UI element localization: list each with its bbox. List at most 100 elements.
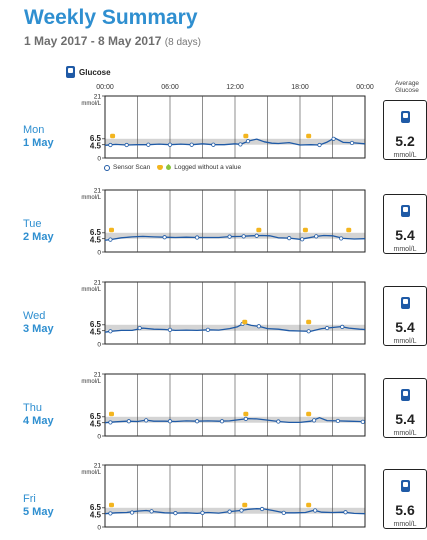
x-tick-label: 18:00 (291, 84, 309, 91)
y-tick-label: 4.5 (90, 142, 102, 151)
logged-marker (306, 133, 312, 139)
logged-marker (242, 319, 248, 325)
logged-marker (243, 411, 249, 417)
days-count: (8 days) (164, 37, 201, 48)
y-tick-label: 6.5 (90, 412, 102, 421)
y-tick-label: 0 (97, 156, 101, 163)
logged-marker (302, 227, 308, 233)
sensor-scan-point (149, 509, 154, 514)
logged-hand-icon (157, 165, 164, 170)
y-tick-label: 6.5 (90, 503, 102, 512)
day-date: 1 May (23, 137, 54, 149)
day-label: Fri 5 May (23, 493, 54, 519)
sensor-scan-point (227, 234, 232, 239)
sensor-scan-point (349, 140, 355, 146)
day-panel-thu: 21 6.54.5 0 mmol/L (81, 372, 366, 441)
average-glucose-value: 5.4 (395, 411, 415, 427)
y-tick-label: 21 (94, 188, 102, 195)
y-tick-label: 4.5 (90, 328, 102, 337)
logged-marker (109, 227, 114, 233)
day-label: Wed 3 May (23, 310, 54, 336)
y-tick-label: 21 (94, 463, 102, 470)
glucose-device-icon (400, 480, 410, 492)
y-unit-label: mmol/L (81, 195, 101, 201)
sensor-scan-point (108, 329, 113, 334)
y-tick-label: 0 (97, 525, 101, 532)
page-title: Weekly Summary (24, 6, 198, 29)
date-range-text: 1 May 2017 - 8 May 2017 (24, 34, 162, 48)
logged-marker (346, 227, 352, 233)
sensor-scan-point (108, 142, 113, 148)
y-tick-label: 0 (97, 250, 101, 257)
day-date: 4 May (23, 415, 54, 427)
sensor-scan-point (167, 327, 173, 332)
glucose-device-icon (400, 297, 410, 309)
glucose-line (104, 234, 366, 241)
logged-marker (306, 411, 312, 417)
sensor-scan-point (256, 324, 261, 329)
sensor-scan-point (211, 142, 216, 147)
y-tick-label: 6.5 (90, 134, 102, 143)
average-glucose-box: 5.4 mmol/L (383, 286, 427, 346)
average-glucose-value: 5.6 (395, 502, 415, 518)
logged-without-value-label: Logged without a value (174, 164, 242, 171)
sensor-scan-point (239, 508, 244, 513)
y-tick-label: 0 (97, 342, 101, 349)
sensor-scan-point (241, 234, 246, 239)
average-glucose-value: 5.4 (395, 319, 415, 335)
y-unit-label: mmol/L (81, 287, 101, 293)
glucose-device-icon (66, 66, 75, 78)
y-tick-label: 6.5 (90, 320, 102, 329)
glucose-device-icon (400, 205, 410, 217)
sensor-scan-point (205, 327, 211, 332)
day-panel-fri: 21 6.54.5 0 mmol/L (81, 463, 366, 532)
day-panel-mon: 21 6.54.5 0 mmol/L (81, 94, 366, 163)
glucose-line (104, 417, 366, 424)
sensor-scan-point (254, 233, 259, 238)
y-tick-label: 21 (94, 94, 102, 101)
day-date: 5 May (23, 506, 54, 518)
y-tick-label: 21 (94, 280, 102, 287)
x-tick-label: 12:00 (226, 84, 244, 91)
average-glucose-unit: mmol/L (393, 521, 417, 528)
logged-drop-icon (165, 163, 173, 172)
sensor-scan-point (360, 419, 365, 424)
sensor-scan-point (306, 329, 311, 334)
y-unit-label: mmol/L (81, 101, 101, 107)
sensor-scan-label: Sensor Scan (113, 164, 151, 171)
sensor-scan-point (194, 235, 200, 240)
average-glucose-value: 5.4 (395, 227, 415, 243)
average-glucose-unit: mmol/L (393, 430, 417, 437)
sensor-scan-point (173, 511, 178, 516)
y-tick-label: 4.5 (90, 236, 102, 245)
average-glucose-value: 5.2 (395, 133, 415, 149)
sensor-scan-point (126, 419, 131, 424)
average-glucose-box: 5.4 mmol/L (383, 194, 427, 254)
x-tick-label: 00:00 (96, 84, 114, 91)
sensor-scan-point (300, 237, 305, 242)
day-label: Tue 2 May (23, 218, 54, 244)
y-tick-label: 6.5 (90, 228, 102, 237)
logged-marker (110, 133, 116, 139)
sensor-scan-point (287, 236, 292, 241)
logged-marker (243, 133, 249, 139)
sensor-scan-point (108, 511, 113, 516)
day-weekday: Thu (23, 402, 42, 414)
logged-marker (242, 502, 248, 508)
glucose-line (104, 137, 366, 146)
sensor-scan-point (129, 510, 135, 515)
sensor-scan-point (189, 142, 194, 147)
glucose-legend: Glucose (66, 66, 111, 78)
average-glucose-header: Average Glucose (394, 80, 420, 94)
sensor-scan-point (108, 237, 113, 242)
sensor-scan-point (108, 420, 113, 425)
day-label: Thu 4 May (23, 402, 54, 428)
sensor-scan-point (167, 419, 173, 424)
glucose-legend-label: Glucose (79, 67, 111, 77)
logged-marker (256, 227, 262, 233)
sensor-scan-point (317, 142, 322, 148)
day-panel-wed: 21 6.54.5 0 mmol/L (81, 280, 366, 349)
average-glucose-unit: mmol/L (393, 246, 417, 253)
logged-marker (306, 502, 312, 508)
sensor-scan-point (238, 142, 243, 147)
